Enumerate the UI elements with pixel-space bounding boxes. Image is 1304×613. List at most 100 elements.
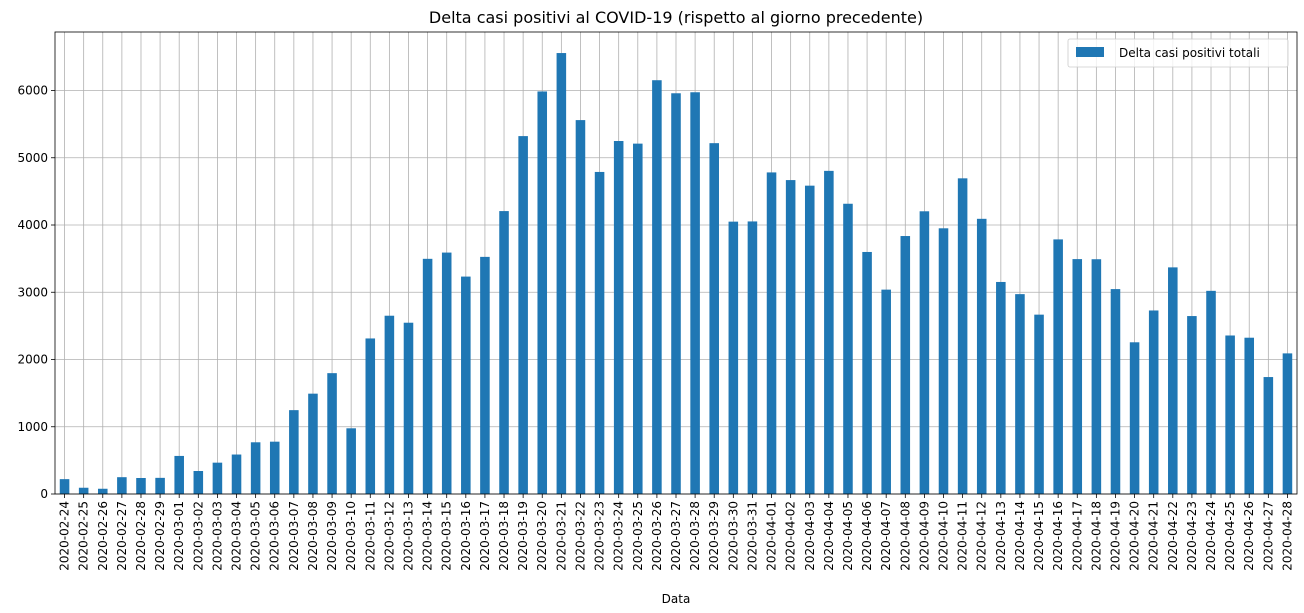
bar xyxy=(1072,259,1083,494)
x-tick-label: 2020-03-20 xyxy=(535,501,549,571)
bar xyxy=(136,477,146,494)
x-tick-label: 2020-03-03 xyxy=(210,501,224,571)
bar xyxy=(1053,239,1063,494)
y-tick-label: 2000 xyxy=(17,353,48,367)
bar xyxy=(480,256,490,494)
bar xyxy=(499,211,509,494)
x-tick-label: 2020-03-27 xyxy=(669,501,683,571)
x-tick-label: 2020-04-20 xyxy=(1128,501,1142,571)
bar xyxy=(403,322,414,494)
bar xyxy=(461,276,471,494)
x-tick-label: 2020-03-17 xyxy=(478,501,492,571)
y-tick-label: 6000 xyxy=(17,84,48,98)
bar xyxy=(728,221,739,495)
x-tick-label: 2020-03-07 xyxy=(287,501,301,571)
x-tick-label: 2020-04-14 xyxy=(1013,501,1027,571)
x-tick-label: 2020-03-22 xyxy=(573,501,587,571)
x-tick-label: 2020-03-25 xyxy=(631,501,645,571)
bar xyxy=(422,258,433,494)
y-tick-label: 5000 xyxy=(17,151,48,165)
bar xyxy=(575,120,586,494)
bar xyxy=(613,141,624,494)
x-tick-label: 2020-04-16 xyxy=(1051,501,1065,571)
bar xyxy=(976,218,987,494)
bar xyxy=(327,373,337,494)
x-tick-label: 2020-04-22 xyxy=(1166,501,1180,571)
bar xyxy=(594,171,605,494)
x-tick-label: 2020-04-21 xyxy=(1147,501,1161,571)
x-tick-label: 2020-04-28 xyxy=(1280,501,1294,571)
x-tick-label: 2020-03-13 xyxy=(401,501,415,571)
y-tick-label: 0 xyxy=(40,487,48,501)
y-tick-label: 3000 xyxy=(17,285,48,299)
x-tick-label: 2020-03-19 xyxy=(516,501,530,571)
x-tick-label: 2020-03-31 xyxy=(745,501,759,571)
x-tick-label: 2020-04-10 xyxy=(937,501,951,571)
x-tick-label: 2020-04-05 xyxy=(841,501,855,571)
x-tick-label: 2020-03-21 xyxy=(554,501,568,571)
x-tick-label: 2020-04-18 xyxy=(1089,501,1103,571)
x-tick-label: 2020-03-09 xyxy=(325,501,339,571)
x-tick-label: 2020-03-23 xyxy=(593,501,607,571)
bar xyxy=(633,143,643,495)
x-axis: 2020-02-24 2020-02-25 2020-02-26 2020-02-27… xyxy=(58,494,1294,571)
chart-title: Delta casi positivi al COVID-19 (rispett… xyxy=(429,8,923,27)
x-tick-label: 2020-04-17 xyxy=(1070,501,1084,571)
x-tick-label: 2020-04-15 xyxy=(1032,501,1046,571)
bar xyxy=(212,462,223,494)
bar xyxy=(900,236,911,494)
x-tick-label: 2020-02-24 xyxy=(58,501,72,571)
bar xyxy=(269,441,280,494)
legend-box xyxy=(1067,38,1289,68)
bars xyxy=(59,53,1293,495)
x-tick-label: 2020-04-25 xyxy=(1223,501,1237,571)
x-tick-label: 2020-02-28 xyxy=(134,501,148,571)
bar xyxy=(1034,314,1044,494)
bar xyxy=(97,488,108,494)
bar xyxy=(231,454,242,494)
bar xyxy=(308,393,318,494)
bar xyxy=(843,203,853,494)
x-tick-label: 2020-04-24 xyxy=(1204,501,1218,571)
bar xyxy=(1263,377,1274,494)
x-tick-label: 2020-03-01 xyxy=(172,501,186,571)
bar xyxy=(1148,310,1159,494)
y-tick-label: 1000 xyxy=(17,420,48,434)
x-tick-label: 2020-03-15 xyxy=(440,501,454,571)
x-tick-label: 2020-03-11 xyxy=(363,501,377,571)
bar xyxy=(862,251,872,494)
bar xyxy=(1091,259,1102,494)
bar xyxy=(289,410,299,494)
x-tick-label: 2020-03-04 xyxy=(230,501,244,571)
x-tick-label: 2020-02-25 xyxy=(77,501,91,571)
x-tick-label: 2020-04-12 xyxy=(975,501,989,571)
x-tick-label: 2020-03-10 xyxy=(344,501,358,571)
bar xyxy=(824,170,834,494)
x-tick-label: 2020-03-02 xyxy=(191,501,205,571)
bar xyxy=(709,143,719,494)
x-tick-label: 2020-04-06 xyxy=(860,501,874,571)
x-tick-label: 2020-03-12 xyxy=(382,501,396,571)
x-tick-label: 2020-04-11 xyxy=(956,501,970,571)
bar xyxy=(174,455,184,494)
bar xyxy=(1110,289,1121,494)
bar xyxy=(1187,316,1197,494)
x-tick-label: 2020-04-09 xyxy=(917,501,931,571)
x-tick-label: 2020-04-02 xyxy=(784,501,798,571)
bar xyxy=(747,221,758,494)
x-axis-label: Data xyxy=(662,592,691,606)
bar xyxy=(518,136,528,494)
bar xyxy=(556,53,567,494)
y-tick-label: 4000 xyxy=(17,218,48,232)
x-tick-label: 2020-03-28 xyxy=(688,501,702,571)
x-tick-label: 2020-03-05 xyxy=(249,501,263,571)
bar xyxy=(384,315,395,494)
x-tick-label: 2020-03-30 xyxy=(726,501,740,571)
bar xyxy=(250,442,261,494)
legend: Delta casi positivi totali xyxy=(1067,38,1289,68)
bar xyxy=(652,80,662,494)
x-tick-label: 2020-03-29 xyxy=(707,501,721,571)
bar xyxy=(1244,337,1255,494)
bar xyxy=(996,281,1006,494)
